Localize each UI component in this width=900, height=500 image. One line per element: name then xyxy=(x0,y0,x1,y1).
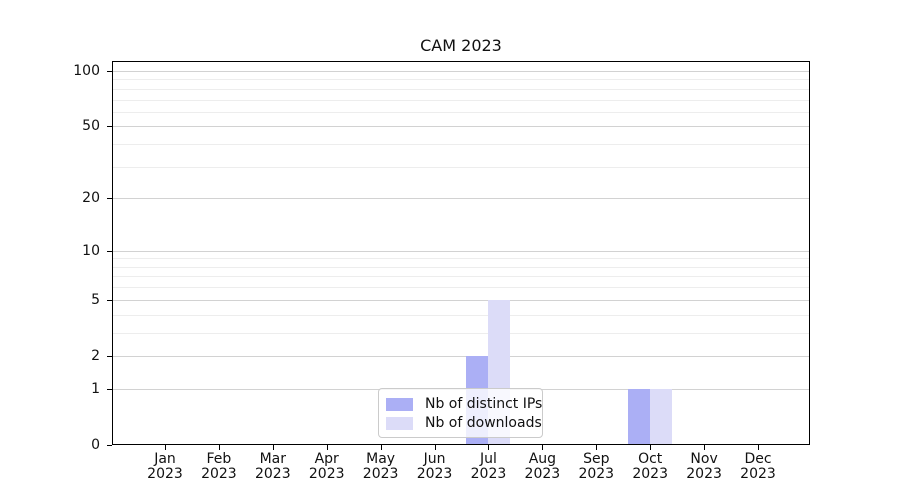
x-axis-tick-label: Apr 2023 xyxy=(308,451,345,482)
gridline-major xyxy=(113,299,809,301)
x-axis-tick-mark xyxy=(542,445,544,450)
y-axis-tick-label: 5 xyxy=(91,291,100,308)
gridline-minor xyxy=(113,287,809,289)
x-axis-tick-mark xyxy=(704,445,706,450)
plot-area xyxy=(112,61,810,445)
x-axis-tick-mark xyxy=(326,445,328,450)
x-axis-tick-label: Mar 2023 xyxy=(254,451,291,482)
x-axis-tick-mark xyxy=(758,445,759,450)
y-axis-tick-label: 20 xyxy=(82,190,100,207)
y-axis-tick-label: 100 xyxy=(73,63,100,79)
y-axis-tick-mark xyxy=(107,198,112,200)
x-axis-tick-mark xyxy=(272,445,274,450)
gridline-major xyxy=(113,198,809,200)
x-axis-tick-mark xyxy=(380,445,382,450)
x-axis-tick-label: Feb 2023 xyxy=(201,451,237,482)
y-axis-tick-mark xyxy=(107,388,112,390)
gridline-minor xyxy=(113,166,809,168)
y-axis-tick-mark xyxy=(107,355,112,357)
gridline-minor xyxy=(113,276,809,278)
x-axis-tick-label: Jun 2023 xyxy=(416,451,453,482)
legend-label-downloads: Nb of downloads xyxy=(425,415,542,431)
x-axis-tick-mark xyxy=(434,445,436,450)
y-axis-tick-label: 0 xyxy=(91,437,100,453)
y-axis-tick-mark xyxy=(107,250,112,252)
gridline-minor xyxy=(113,314,809,316)
y-axis-tick-mark xyxy=(107,71,112,72)
y-axis-tick-mark xyxy=(107,299,112,301)
x-axis-tick-label: Oct 2023 xyxy=(632,451,668,482)
legend: Nb of distinct IPs Nb of downloads xyxy=(378,388,543,438)
y-axis-tick-label: 1 xyxy=(91,380,100,397)
legend-swatch-distinct-ips-icon xyxy=(386,397,413,411)
x-axis-tick-label: Nov 2023 xyxy=(686,451,722,482)
x-axis-tick-label: Dec 2023 xyxy=(740,451,776,482)
gridline-minor xyxy=(113,332,809,334)
gridline-minor xyxy=(113,111,809,113)
x-axis-tick-mark xyxy=(165,445,166,450)
gridline-major xyxy=(113,71,809,72)
gridline-major xyxy=(113,250,809,252)
x-axis-tick-mark xyxy=(596,445,598,450)
gridline-major xyxy=(113,126,809,128)
gridline-minor xyxy=(113,79,809,81)
gridline-minor xyxy=(113,99,809,101)
y-axis-tick-label: 50 xyxy=(82,118,100,135)
x-axis-tick-mark xyxy=(488,445,490,450)
chart-title: CAM 2023 xyxy=(420,36,502,55)
gridline-minor xyxy=(113,144,809,146)
x-axis-tick-mark xyxy=(218,445,220,450)
x-axis-tick-mark xyxy=(650,445,652,450)
legend-label-distinct-ips: Nb of distinct IPs xyxy=(425,396,543,412)
y-axis-tick-mark xyxy=(107,126,112,128)
x-axis-tick-label: Jul 2023 xyxy=(470,451,507,482)
x-axis-tick-label: May 2023 xyxy=(362,451,399,482)
legend-swatch-downloads-icon xyxy=(386,416,413,430)
x-axis-tick-label: Sep 2023 xyxy=(578,451,615,482)
x-axis-tick-label: Jan 2023 xyxy=(147,451,183,482)
gridline-minor xyxy=(113,266,809,268)
x-axis-tick-label: Aug 2023 xyxy=(524,451,561,482)
y-axis-tick-label: 10 xyxy=(82,242,100,259)
gridline-minor xyxy=(113,88,809,90)
legend-item-downloads: Nb of downloads xyxy=(386,414,542,432)
gridline-major xyxy=(113,355,809,357)
legend-item-distinct-ips: Nb of distinct IPs xyxy=(386,395,542,413)
y-axis-tick-label: 2 xyxy=(91,347,100,364)
bar-distinct-ips xyxy=(628,388,651,444)
bar-downloads xyxy=(650,388,673,444)
y-axis-tick-mark xyxy=(107,445,112,446)
gridline-minor xyxy=(113,258,809,260)
